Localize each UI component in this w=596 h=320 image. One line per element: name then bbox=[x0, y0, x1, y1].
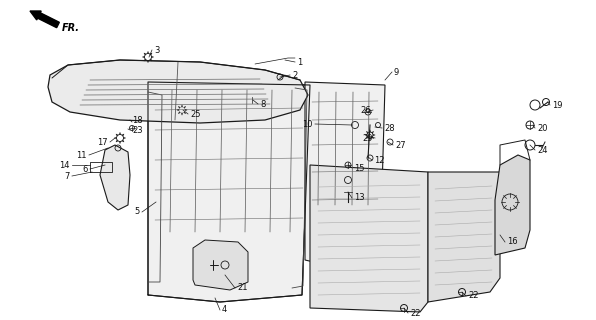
Text: 8: 8 bbox=[260, 100, 265, 108]
Text: 17: 17 bbox=[97, 138, 108, 147]
Text: 10: 10 bbox=[303, 119, 313, 129]
Text: FR.: FR. bbox=[62, 23, 80, 33]
Text: 24: 24 bbox=[537, 146, 548, 155]
Polygon shape bbox=[193, 240, 248, 290]
Text: 7: 7 bbox=[64, 172, 70, 180]
Text: 14: 14 bbox=[60, 161, 70, 170]
Polygon shape bbox=[428, 172, 500, 302]
Text: 28: 28 bbox=[384, 124, 395, 132]
Text: 3: 3 bbox=[154, 45, 159, 54]
Text: 21: 21 bbox=[237, 284, 247, 292]
Text: 22: 22 bbox=[468, 292, 479, 300]
Polygon shape bbox=[316, 212, 358, 252]
Text: 9: 9 bbox=[394, 68, 399, 76]
Text: 22: 22 bbox=[410, 308, 421, 317]
Polygon shape bbox=[100, 145, 130, 210]
Text: 15: 15 bbox=[354, 164, 365, 172]
Text: 16: 16 bbox=[507, 237, 517, 246]
Text: 27: 27 bbox=[395, 140, 406, 149]
Text: 4: 4 bbox=[222, 306, 227, 315]
Text: 20: 20 bbox=[537, 124, 548, 132]
Text: 2: 2 bbox=[292, 70, 297, 79]
Text: 23: 23 bbox=[132, 125, 142, 134]
Text: 1: 1 bbox=[297, 58, 302, 67]
Polygon shape bbox=[495, 155, 530, 255]
Text: 13: 13 bbox=[354, 194, 365, 203]
Text: 12: 12 bbox=[374, 156, 384, 164]
Polygon shape bbox=[48, 60, 308, 123]
Polygon shape bbox=[148, 82, 310, 302]
Polygon shape bbox=[310, 165, 428, 312]
Text: 26: 26 bbox=[361, 106, 371, 115]
Text: 18: 18 bbox=[132, 116, 142, 124]
Polygon shape bbox=[305, 82, 385, 268]
Text: 25: 25 bbox=[190, 109, 200, 118]
Text: 19: 19 bbox=[552, 100, 563, 109]
Text: 5: 5 bbox=[135, 207, 140, 217]
FancyArrow shape bbox=[30, 11, 60, 28]
Text: 11: 11 bbox=[76, 150, 87, 159]
Text: 6: 6 bbox=[83, 164, 88, 173]
Text: 29: 29 bbox=[362, 133, 373, 142]
